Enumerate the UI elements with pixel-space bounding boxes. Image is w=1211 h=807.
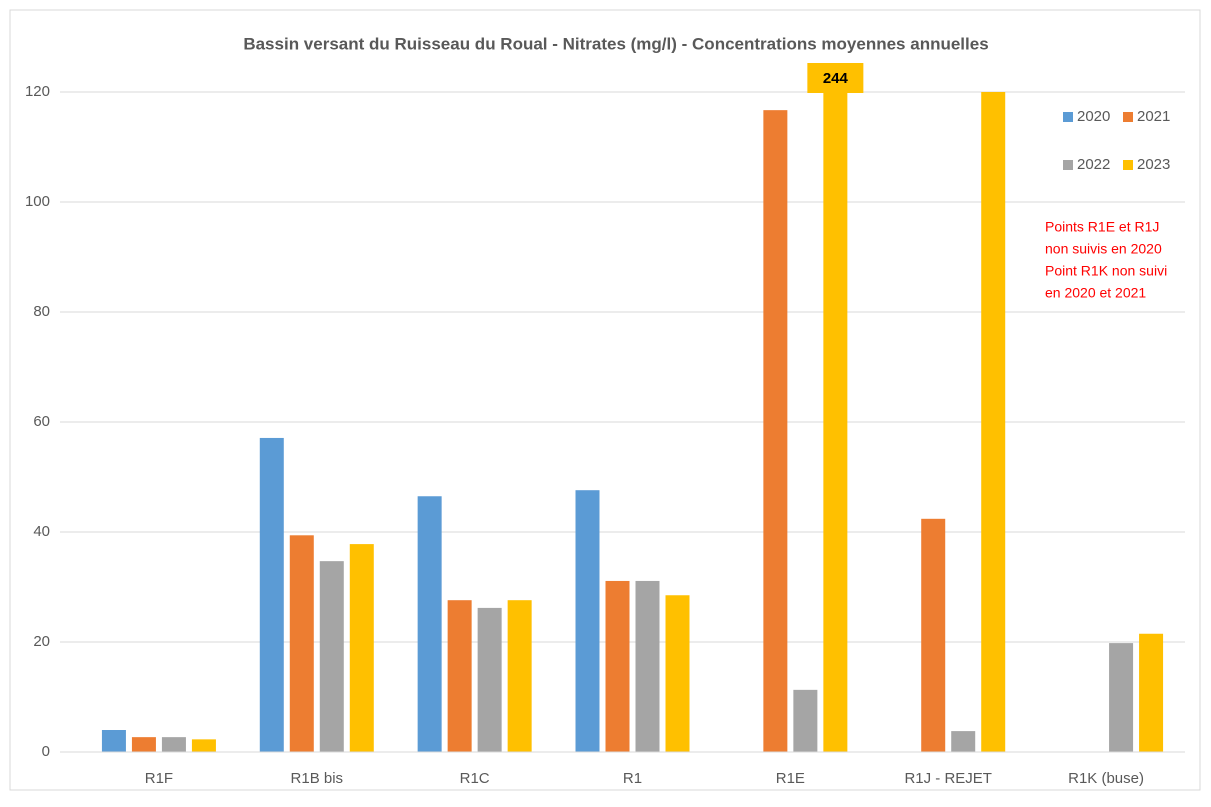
x-tick-label: R1B bis: [291, 770, 344, 787]
annotation: en 2020 et 2021: [1045, 285, 1146, 301]
y-tick-label: 100: [25, 193, 50, 210]
annotation: non suivis en 2020: [1045, 241, 1162, 257]
bar: [1109, 643, 1134, 752]
bar: [921, 518, 946, 752]
x-tick-label: R1C: [460, 770, 490, 787]
chart-title: Bassin versant du Ruisseau du Roual - Ni…: [243, 34, 988, 53]
annotation: Point R1K non suivi: [1045, 263, 1167, 279]
bar: [477, 607, 502, 752]
bar: [507, 600, 532, 752]
x-tick-label: R1E: [776, 770, 805, 787]
y-tick-label: 40: [33, 523, 50, 540]
y-tick-label: 120: [25, 83, 50, 100]
y-tick-label: 60: [33, 413, 50, 430]
bar: [1139, 633, 1164, 752]
x-tick-label: R1J - REJET: [904, 770, 992, 787]
x-tick-label: R1F: [145, 770, 173, 787]
bar: [763, 110, 788, 752]
x-tick-label: R1K (buse): [1068, 770, 1144, 787]
bar: [191, 739, 216, 752]
bar: [161, 737, 186, 752]
x-tick-label: R1: [623, 770, 642, 787]
bar: [981, 92, 1006, 752]
bar: [951, 731, 976, 752]
bar: [823, 92, 848, 752]
legend-label: 2022: [1077, 156, 1110, 173]
bar: [447, 600, 472, 752]
bar: [605, 580, 630, 752]
bar: [635, 580, 660, 752]
legend-swatch: [1063, 112, 1073, 122]
legend-swatch: [1063, 160, 1073, 170]
y-tick-label: 0: [42, 743, 50, 760]
bar: [101, 730, 126, 752]
bar: [131, 737, 156, 752]
y-tick-label: 80: [33, 303, 50, 320]
bar: [289, 535, 314, 752]
bars: [101, 92, 1164, 752]
bar: [417, 496, 442, 752]
bar: [319, 561, 344, 752]
bar: [665, 595, 690, 752]
legend-label: 2021: [1137, 108, 1170, 125]
annotation: Points R1E et R1J: [1045, 219, 1159, 235]
bar: [349, 544, 374, 752]
legend-swatch: [1123, 160, 1133, 170]
bar: [259, 437, 284, 752]
y-tick-label: 20: [33, 633, 50, 650]
bar: [575, 490, 600, 752]
bar: [793, 689, 818, 752]
legend-swatch: [1123, 112, 1133, 122]
data-label-box: [807, 63, 864, 93]
chart-border: [9, 9, 1201, 791]
data-label: 244: [823, 70, 849, 87]
legend-label: 2023: [1137, 156, 1170, 173]
legend-label: 2020: [1077, 108, 1110, 125]
